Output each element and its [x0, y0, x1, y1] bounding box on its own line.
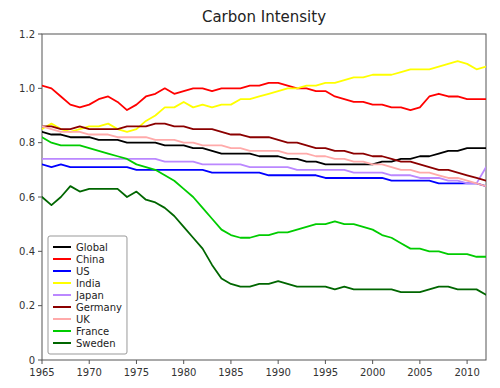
legend-swatch — [53, 258, 71, 260]
tick — [136, 360, 137, 364]
tick-label: 0.2 — [19, 300, 35, 311]
tick — [38, 142, 42, 143]
legend-entry: Germany — [76, 302, 122, 313]
tick-label: 1985 — [218, 367, 243, 378]
series-line — [42, 159, 486, 183]
legend-entry: US — [76, 266, 90, 277]
legend-entry: Global — [76, 242, 108, 253]
tick-label: 1970 — [77, 367, 102, 378]
legend-entry: France — [76, 326, 109, 337]
tick — [372, 360, 373, 364]
series-line — [42, 126, 486, 186]
legend-swatch — [53, 294, 71, 296]
legend-entry: China — [76, 254, 105, 265]
tick — [38, 88, 42, 89]
series-line — [42, 61, 486, 132]
tick-label: 2000 — [360, 367, 385, 378]
tick — [38, 360, 42, 361]
chart: Carbon Intensity 0 0.2 0.4 0.6 0.8 1.0 1.2 1965 1… — [0, 0, 500, 388]
tick-label: 1995 — [313, 367, 338, 378]
legend-entry: Japan — [75, 290, 104, 301]
tick-label: 1965 — [29, 367, 54, 378]
tick-label: 2005 — [407, 367, 432, 378]
tick — [42, 360, 43, 364]
tick — [38, 251, 42, 252]
tick-label: 0.4 — [19, 246, 35, 257]
legend-swatch — [53, 282, 71, 284]
axes: 0 0.2 0.4 0.6 0.8 1.0 1.2 1965 1970 1975 1980 1985 1… — [19, 29, 486, 379]
tick-label: 0.8 — [19, 137, 35, 148]
legend-swatch — [53, 318, 71, 320]
tick — [38, 197, 42, 198]
plot-frame — [42, 34, 486, 360]
tick-label: 2010 — [454, 367, 479, 378]
tick — [230, 360, 231, 364]
tick — [183, 360, 184, 364]
tick — [325, 360, 326, 364]
legend-entry: UK — [76, 314, 90, 325]
legend-entry: Sweden — [76, 338, 116, 349]
legend-swatch — [53, 246, 71, 248]
legend-swatch — [53, 270, 71, 272]
title: Carbon Intensity — [202, 8, 326, 26]
legend: GlobalChinaUSIndiaJapanGermanyUKFranceSw… — [48, 236, 127, 354]
tick-label: 0 — [29, 355, 35, 366]
legend-box — [48, 236, 127, 354]
tick — [38, 34, 42, 35]
tick — [467, 360, 468, 364]
legend-swatch — [53, 330, 71, 332]
legend-entry: India — [76, 278, 101, 289]
legend-swatch — [53, 306, 71, 308]
tick-label: 1.0 — [19, 83, 35, 94]
tick-label: 1.2 — [19, 29, 35, 40]
tick-label: 1990 — [265, 367, 290, 378]
tick-label: 0.6 — [19, 192, 35, 203]
legend-swatch — [53, 342, 71, 344]
tick-label: 1980 — [171, 367, 196, 378]
tick — [419, 360, 420, 364]
tick-label: 1975 — [124, 367, 149, 378]
tick — [38, 305, 42, 306]
tick — [89, 360, 90, 364]
series-line — [42, 83, 486, 110]
tick — [278, 360, 279, 364]
